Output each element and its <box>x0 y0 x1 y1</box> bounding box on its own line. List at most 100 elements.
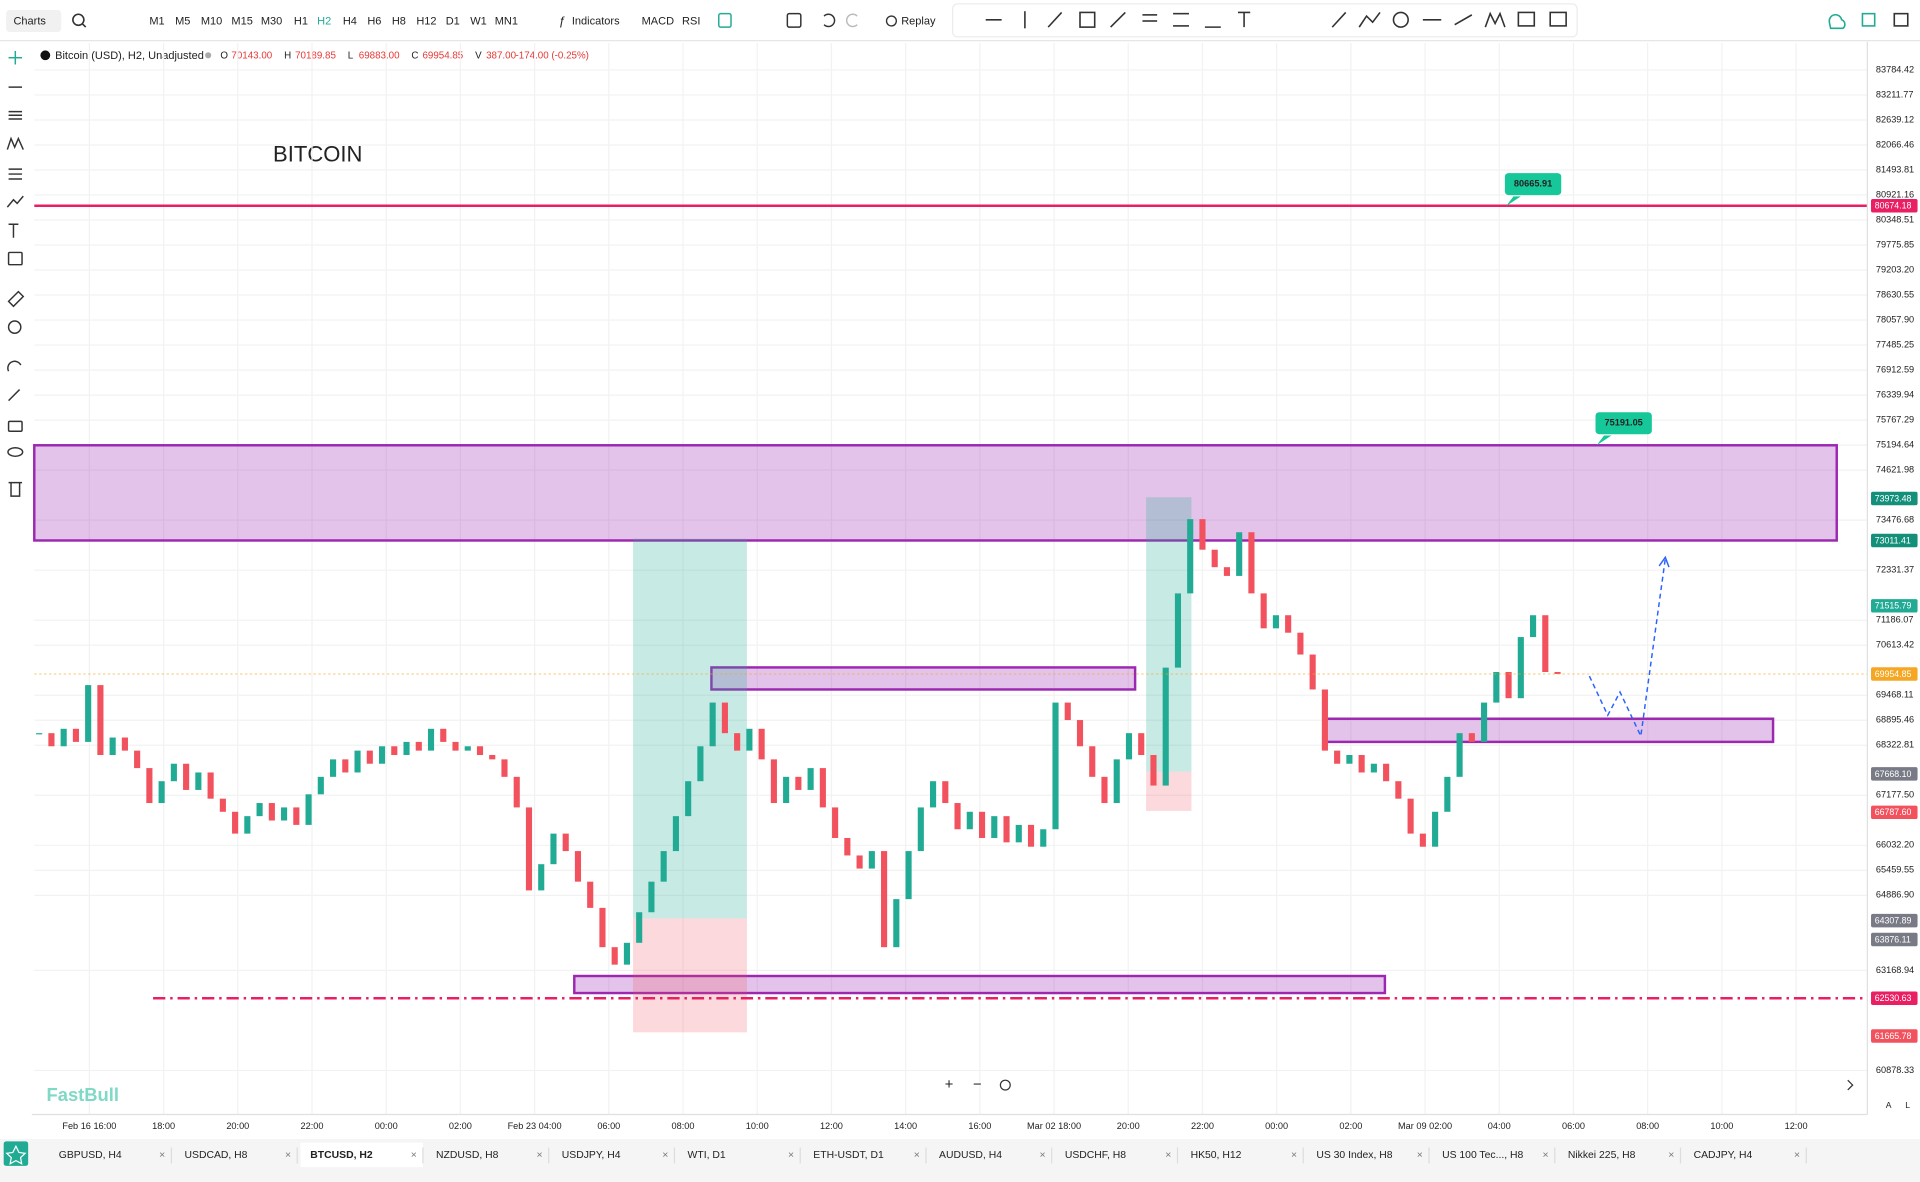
zone <box>573 974 1387 995</box>
charts-menu-label[interactable]: Charts <box>13 16 46 28</box>
forecast-tool[interactable] <box>6 195 24 208</box>
charts-menu[interactable] <box>6 9 62 33</box>
ruler-tool[interactable] <box>7 290 25 308</box>
scroll-right[interactable] <box>1847 1079 1854 1091</box>
tab-label[interactable]: AUDUSD, H4 <box>939 1150 1002 1161</box>
x-tick-label: Mar 09 02:00 <box>1398 1121 1452 1131</box>
timeframe-button[interactable]: H8 <box>392 16 406 28</box>
snapshot-icon[interactable] <box>1893 12 1909 27</box>
study-button[interactable]: MACD <box>642 16 674 28</box>
timeframe-button[interactable]: H4 <box>343 16 357 28</box>
search-icon[interactable] <box>72 13 85 27</box>
pattern-tool[interactable] <box>6 136 24 150</box>
tab-label[interactable]: Nikkei 225, H8 <box>1568 1150 1636 1161</box>
tab-close[interactable]: × <box>1291 1150 1297 1161</box>
share-icon[interactable] <box>1861 12 1876 27</box>
tab-label[interactable]: BTCUSD, H2 <box>310 1150 373 1161</box>
layout-icon[interactable] <box>718 12 732 28</box>
candle <box>1027 824 1035 847</box>
tab-close[interactable]: × <box>1542 1150 1548 1161</box>
tab-label[interactable]: USDJPY, H4 <box>562 1150 621 1161</box>
tab-label[interactable]: US 100 Tec..., H8 <box>1442 1150 1523 1161</box>
timeframe-button[interactable]: D1 <box>446 16 460 28</box>
magnet-tool[interactable] <box>7 360 22 372</box>
tool-parallel[interactable] <box>1454 14 1473 26</box>
tab-label[interactable]: CADJPY, H4 <box>1694 1150 1753 1161</box>
timeframe-button[interactable]: M30 <box>261 16 282 28</box>
tab-label[interactable]: HK50, H12 <box>1191 1150 1242 1161</box>
tab-label[interactable]: USDCAD, H8 <box>185 1150 248 1161</box>
gann-tool[interactable] <box>8 168 23 180</box>
tab-label[interactable]: USDCHF, H8 <box>1065 1150 1126 1161</box>
tool-trendline[interactable] <box>1047 11 1063 28</box>
delete-tool[interactable] <box>8 481 23 497</box>
timeframe-button[interactable]: MN1 <box>495 16 518 28</box>
visibility-tool[interactable] <box>7 447 24 458</box>
y-tick-label: 75194.64 <box>1876 440 1914 450</box>
redo-icon[interactable] <box>845 13 858 28</box>
tab-close[interactable]: × <box>914 1150 920 1161</box>
tab-close[interactable]: × <box>1039 1150 1045 1161</box>
draw-mode-tool[interactable] <box>8 389 21 402</box>
timeframe-button[interactable]: H12 <box>416 16 436 28</box>
tool-path[interactable] <box>1358 11 1381 28</box>
tool-rect[interactable] <box>1079 11 1096 28</box>
fib-tool[interactable] <box>8 110 23 120</box>
timeframe-button[interactable]: H2 <box>317 16 331 28</box>
timeframe-button[interactable]: M1 <box>149 16 164 28</box>
candle <box>966 811 973 830</box>
favorites-button[interactable] <box>3 1141 29 1166</box>
tool-brush[interactable] <box>1110 11 1126 28</box>
tool-circle[interactable] <box>1392 11 1409 28</box>
candle <box>36 733 43 735</box>
tab-label[interactable]: ETH-USDT, D1 <box>813 1150 884 1161</box>
replay-button[interactable]: Replay <box>901 16 936 28</box>
candle <box>1456 733 1463 777</box>
cloud-icon[interactable] <box>1828 14 1846 30</box>
reset-zoom[interactable] <box>999 1079 1011 1091</box>
candle <box>293 807 300 825</box>
lock-tool[interactable] <box>7 420 23 432</box>
timeframe-button[interactable]: H6 <box>367 16 381 28</box>
tab-close[interactable]: × <box>159 1150 165 1161</box>
tab-label[interactable]: US 30 Index, H8 <box>1316 1150 1392 1161</box>
timeframe-button[interactable]: M15 <box>231 16 252 28</box>
tool-price-note[interactable] <box>1549 11 1567 27</box>
candle <box>354 750 361 773</box>
timeframe-button[interactable]: M5 <box>175 16 190 28</box>
tab-close[interactable]: × <box>1165 1150 1171 1161</box>
timeframe-button[interactable]: H1 <box>294 16 308 28</box>
tab-close[interactable]: × <box>662 1150 668 1161</box>
calendar-icon[interactable] <box>786 12 802 28</box>
tab-close[interactable]: × <box>1794 1150 1800 1161</box>
tab-close[interactable]: × <box>788 1150 794 1161</box>
tool-pattern[interactable] <box>1484 11 1506 28</box>
undo-icon[interactable] <box>823 13 836 28</box>
callout-pointer <box>1506 196 1521 207</box>
tab-close[interactable]: × <box>536 1150 542 1161</box>
tab-label[interactable]: WTI, D1 <box>688 1150 726 1161</box>
timeframe-button[interactable]: M10 <box>201 16 222 28</box>
timeframe-button[interactable]: W1 <box>470 16 487 28</box>
icon-tool[interactable] <box>7 251 23 266</box>
tab-close[interactable]: × <box>1668 1150 1674 1161</box>
tab-label[interactable]: GBPUSD, H4 <box>59 1150 122 1161</box>
zoom-out[interactable]: − <box>973 1077 982 1093</box>
text-tool[interactable] <box>8 223 19 238</box>
tab-close[interactable]: × <box>285 1150 291 1161</box>
tab-close[interactable]: × <box>411 1150 417 1161</box>
tool-arrow[interactable] <box>1331 11 1347 28</box>
axis-mode-l[interactable]: L <box>1905 1100 1910 1110</box>
zone <box>1322 717 1775 744</box>
tab-close[interactable]: × <box>1417 1150 1423 1161</box>
axis-mode-a[interactable]: A <box>1886 1100 1892 1110</box>
zoom-tool[interactable] <box>7 320 22 334</box>
study-button[interactable]: RSI <box>682 16 700 28</box>
y-tick-label: 78630.55 <box>1876 289 1914 299</box>
candle <box>770 759 777 804</box>
tab-label[interactable]: NZDUSD, H8 <box>436 1150 499 1161</box>
position-target <box>633 538 747 919</box>
zoom-in[interactable]: + <box>945 1077 954 1093</box>
indicators-button[interactable]: Indicators <box>572 16 620 28</box>
tool-note[interactable] <box>1517 11 1536 27</box>
